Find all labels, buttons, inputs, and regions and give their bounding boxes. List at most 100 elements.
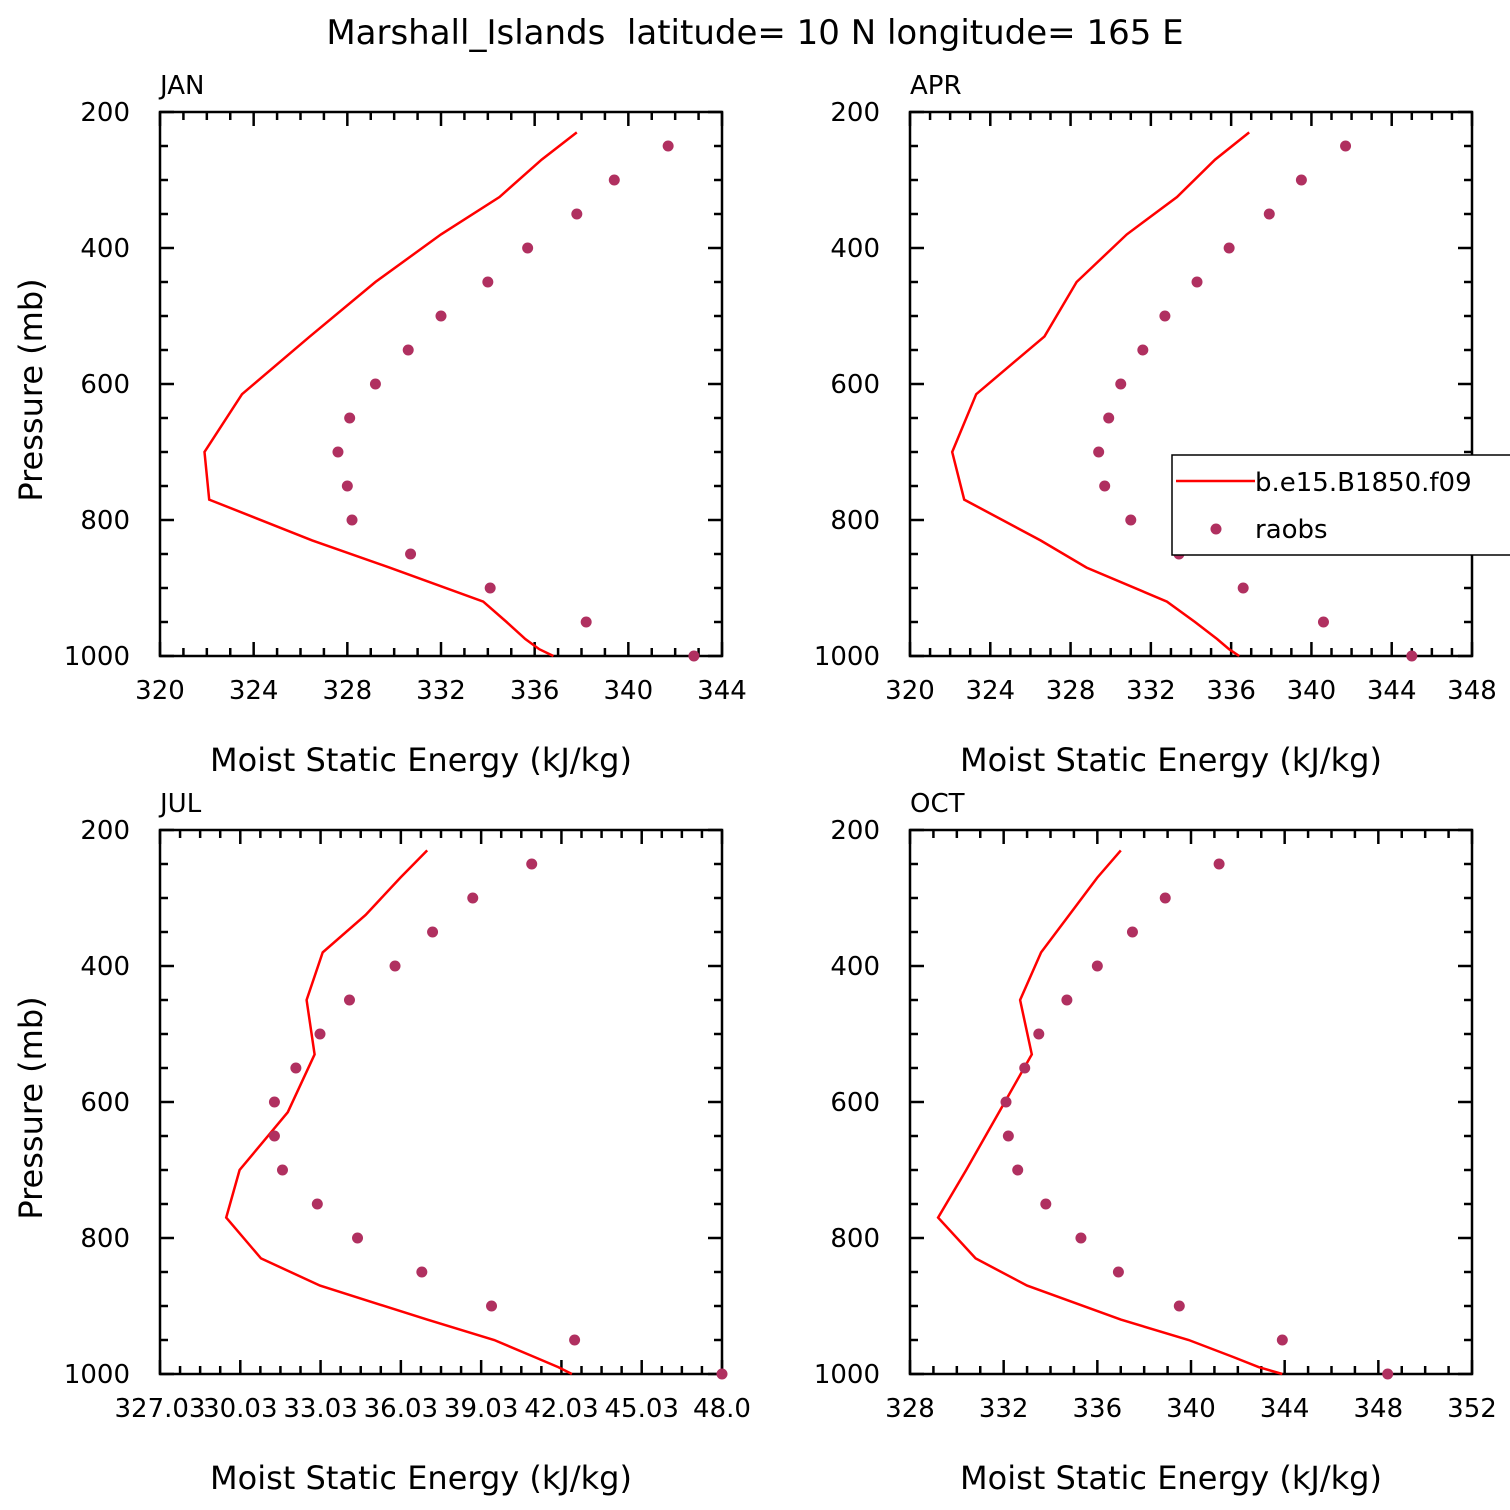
obs-point [716,1368,728,1380]
obs-point [571,208,583,220]
x-tick-label: 340 [1287,676,1337,706]
x-tick-label: 33.03 [283,1394,357,1424]
y-axis-title: Pressure (mb) [12,278,50,501]
figure-title: Marshall_Islands latitude= 10 N longitud… [326,13,1183,53]
obs-point [467,892,479,904]
obs-point [1159,892,1171,904]
obs-point [1223,242,1235,254]
x-tick-label: 348 [1354,1394,1404,1424]
y-tick-label: 800 [830,1224,880,1254]
x-tick-label: 340 [604,676,654,706]
obs-point [341,480,353,492]
y-tick-label: 1000 [814,1360,880,1390]
panel-apr: APR 320 324 328 332 336 340 344 348 200 400 600 800 1… [814,71,1497,779]
x-tick-label: 336 [1073,1394,1123,1424]
y-tick-label: 400 [80,952,130,982]
obs-point [1406,650,1418,662]
obs-point [1237,582,1249,594]
panel-label: JUL [158,789,202,819]
obs-point [405,548,417,560]
legend-model-label: b.e15.B1850.f09 [1255,468,1472,498]
y-tick-label: 1000 [64,1360,130,1390]
obs-point [1103,412,1115,424]
obs-point [389,960,401,972]
obs-point [688,650,700,662]
x-tick-label: 324 [965,676,1015,706]
x-tick-label: 36.03 [364,1394,438,1424]
x-tick-label: 45.03 [604,1394,678,1424]
legend-obs-label: raobs [1255,515,1328,545]
obs-point [343,994,355,1006]
obs-point [369,378,381,390]
obs-point [1075,1232,1087,1244]
x-tick-label: 42.03 [524,1394,598,1424]
x-tick-label: 344 [1367,676,1417,706]
x-tick-label: 320 [135,676,185,706]
obs-point [344,412,356,424]
x-tick-label: 332 [1126,676,1176,706]
x-tick-label: 344 [697,676,747,706]
obs-point [1112,1266,1124,1278]
obs-point [1091,960,1103,972]
y-tick-label: 400 [80,234,130,264]
obs-point [402,344,414,356]
series-line-model [203,131,578,658]
obs-point [608,174,620,186]
y-tick-label: 200 [830,98,880,128]
x-tick-label: 348 [1447,676,1497,706]
x-tick-label: 344 [1260,1394,1310,1424]
obs-point [1125,514,1137,526]
x-tick-label: 328 [885,1394,935,1424]
y-axis-title: Pressure (mb) [12,996,50,1219]
obs-point [268,1096,280,1108]
obs-point [1093,446,1105,458]
series-line-model [950,131,1250,658]
obs-point [1012,1164,1024,1176]
legend-obs-swatch [1210,523,1222,535]
plot-frame [908,110,1474,658]
obs-point [1040,1198,1052,1210]
y-tick-label: 600 [830,1088,880,1118]
x-tick-label: 30.03 [203,1394,277,1424]
x-tick-label: 340 [1166,1394,1216,1424]
obs-point [484,582,496,594]
obs-point [1126,926,1138,938]
obs-point [416,1266,428,1278]
y-tick-label: 800 [80,506,130,536]
obs-point [569,1334,581,1346]
x-axis-title: Moist Static Energy (kJ/kg) [210,741,632,779]
obs-point [1295,174,1307,186]
obs-point [486,1300,498,1312]
plot-frame [908,828,1474,1376]
obs-point [1276,1334,1288,1346]
y-tick-label: 800 [80,1224,130,1254]
legend-box [1171,454,1510,556]
obs-point [1159,310,1171,322]
panel-label: OCT [910,789,965,819]
plot-frame [158,110,724,658]
x-tick-label: 352 [1447,1394,1497,1424]
plot-frame [158,828,724,1376]
x-tick-label: 39.03 [444,1394,518,1424]
series-line-model [224,849,573,1376]
obs-point [311,1198,323,1210]
panel-label: JAN [158,71,204,101]
x-tick-label: 336 [1206,676,1256,706]
obs-point [332,446,344,458]
x-axis-title: Moist Static Energy (kJ/kg) [960,741,1382,779]
obs-point [346,514,358,526]
obs-point [276,1164,288,1176]
x-tick-label: 320 [885,676,935,706]
y-tick-label: 200 [80,98,130,128]
obs-point [1340,140,1352,152]
obs-point [1000,1096,1012,1108]
panels: JAN 320 324 328 332 336 340 344 200 400 600 800 1000… [12,71,1497,1497]
obs-point [1173,1300,1185,1312]
y-tick-label: 400 [830,952,880,982]
obs-point [314,1028,326,1040]
panel-oct: OCT 328 332 336 340 344 348 352 200 400 600 800 1000… [814,789,1497,1497]
obs-point [352,1232,364,1244]
obs-point [1115,378,1127,390]
